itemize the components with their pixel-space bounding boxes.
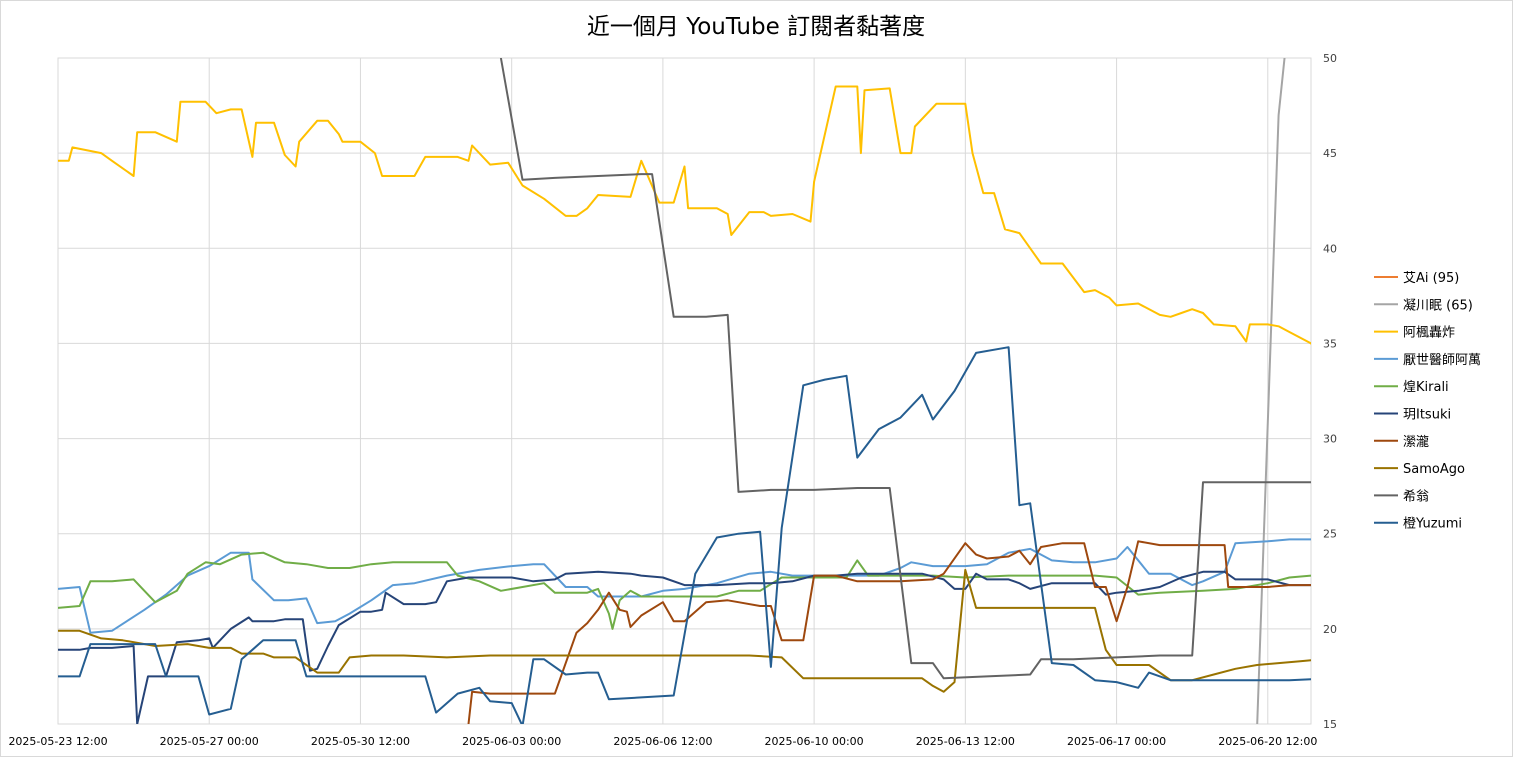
legend-label: 瀠瀧 [1403,435,1429,450]
series-line-5 [58,551,1311,630]
x-tick-label: 2025-05-23 12:00 [8,735,107,748]
y-tick-label: 15 [1323,718,1337,731]
x-tick-label: 2025-05-27 00:00 [160,735,259,748]
y-tick-label: 25 [1323,528,1337,541]
series-line-9 [499,58,1311,680]
y-tick-label: 35 [1323,337,1337,350]
legend-label: 艾Ai (95) [1403,271,1459,286]
gridlines [57,57,1312,725]
x-tick-label: 2025-06-17 00:00 [1067,735,1166,748]
x-tick-label: 2025-06-10 00:00 [765,735,864,748]
x-tick-label: 2025-06-06 12:00 [613,735,712,748]
chart-title: 近一個月 YouTube 訂閱者黏著度 [587,14,925,40]
y-tick-label: 30 [1323,433,1337,446]
legend-label: 希翁 [1403,489,1429,504]
y-tick-label: 45 [1323,147,1337,160]
series-line-3 [58,85,1311,346]
y-tick-label: 20 [1323,623,1337,636]
axes: 15 20 25 30 35 40 45 50 2025-05-23 12:00 2025-05-… [8,52,1337,748]
series-line-8 [58,568,1311,693]
x-tick-label: 2025-06-20 12:00 [1218,735,1317,748]
legend-label: 凝川眠 (65) [1403,297,1473,313]
legend-label: 煌Kirali [1403,380,1449,395]
legend-label: 玥Itsuki [1403,408,1451,423]
series-lines [58,58,1311,724]
y-tick-label: 50 [1323,52,1337,65]
y-tick-label: 40 [1323,242,1337,255]
x-tick-label: 2025-05-30 12:00 [311,735,410,748]
x-tick-label: 2025-06-13 12:00 [916,735,1015,748]
plot-border [57,57,1312,725]
series-line-7 [467,540,1311,724]
legend-label: 橙Yuzumi [1403,517,1462,532]
series-line-6 [58,570,1311,724]
legend-label: 厭世醫師阿萬 [1403,353,1481,368]
series-line-2 [1256,58,1286,724]
series-line-10 [58,346,1311,724]
legend-label: SamoAgo [1403,462,1465,477]
x-tick-label: 2025-06-03 00:00 [462,735,561,748]
legend-label: 阿楓轟炸 [1403,325,1455,341]
series-line-4 [58,538,1311,634]
